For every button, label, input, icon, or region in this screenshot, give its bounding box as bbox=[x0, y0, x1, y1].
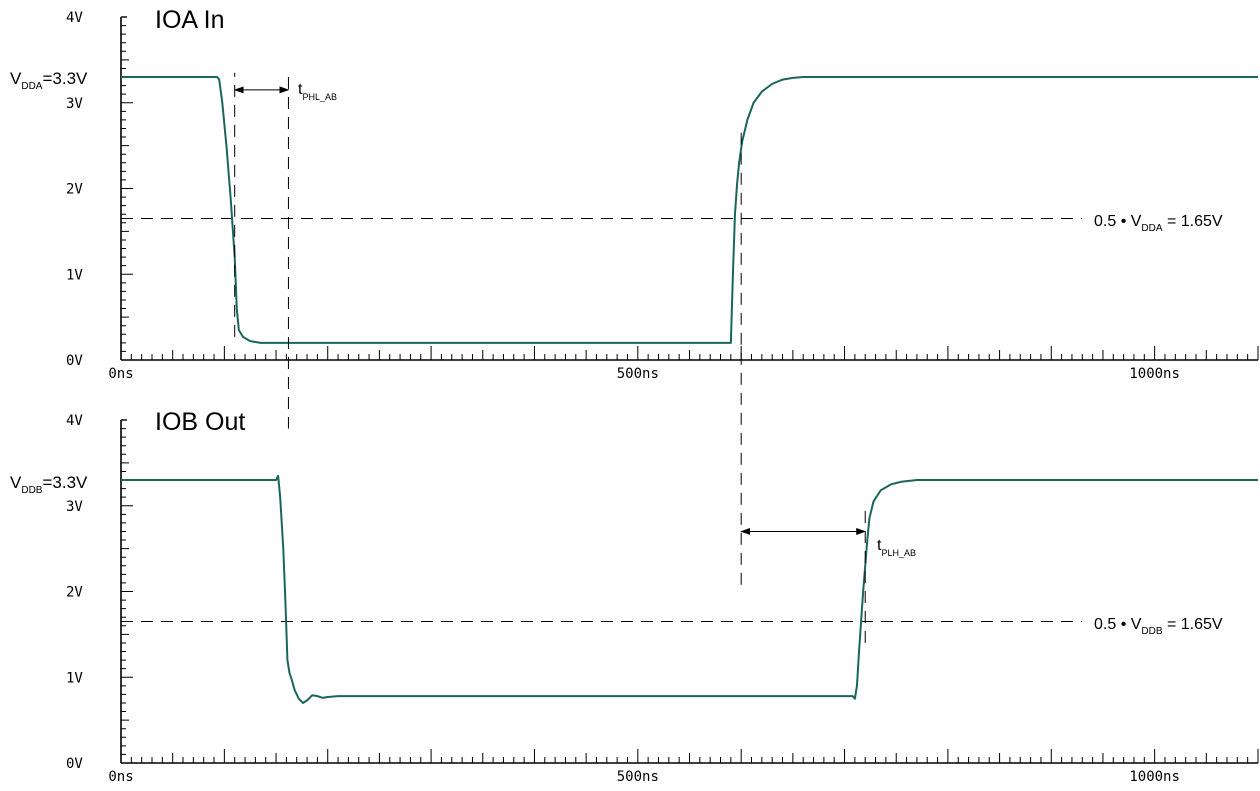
y-tick-label: 1V bbox=[66, 267, 83, 283]
y-tick-label: 3V bbox=[66, 96, 83, 112]
y-tick-label: 4V bbox=[66, 413, 83, 429]
y-minor-ticks bbox=[121, 25, 133, 352]
y-tick-label: 0V bbox=[66, 756, 83, 772]
x-tick-label: 0ns bbox=[108, 366, 133, 382]
y-tick-label: 2V bbox=[66, 585, 83, 601]
y-tick-label: 4V bbox=[66, 10, 83, 26]
x-tick-label: 1000ns bbox=[1129, 366, 1180, 382]
prop-delay-label: tPLH_AB bbox=[877, 537, 916, 558]
signal-trace bbox=[121, 474, 1258, 704]
panel-title: IOB Out bbox=[155, 408, 245, 436]
cross-panel-guides bbox=[287, 77, 742, 592]
threshold-label: 0.5 • VDDB = 1.65V bbox=[1094, 616, 1223, 637]
signal-trace bbox=[121, 76, 1258, 344]
supply-level-label: VDDB=3.3V bbox=[10, 473, 88, 496]
x-minor-ticks bbox=[130, 346, 1259, 360]
x-tick-label: 1000ns bbox=[1129, 769, 1180, 785]
panel-title: IOA In bbox=[155, 6, 224, 34]
y-tick-label: 1V bbox=[66, 670, 83, 686]
prop-delay-label: tPHL_AB bbox=[298, 81, 337, 102]
y-minor-ticks bbox=[121, 428, 133, 755]
ioa-in-panel: IOA In VDDA=3.3V 0.5 • VDDA = 1.65V tPHL… bbox=[10, 6, 1259, 382]
x-minor-ticks bbox=[130, 749, 1259, 763]
y-tick-label: 2V bbox=[66, 182, 83, 198]
supply-level-label: VDDA=3.3V bbox=[10, 69, 88, 92]
x-tick-label: 500ns bbox=[617, 366, 659, 382]
y-tick-label: 0V bbox=[66, 353, 83, 369]
y-tick-label: 3V bbox=[66, 499, 83, 515]
threshold-label: 0.5 • VDDA = 1.65V bbox=[1094, 213, 1223, 234]
iob-out-panel: IOB Out VDDB=3.3V 0.5 • VDDB = 1.65V tPL… bbox=[10, 408, 1259, 785]
x-tick-label: 0ns bbox=[108, 769, 133, 785]
x-tick-label: 500ns bbox=[617, 769, 659, 785]
